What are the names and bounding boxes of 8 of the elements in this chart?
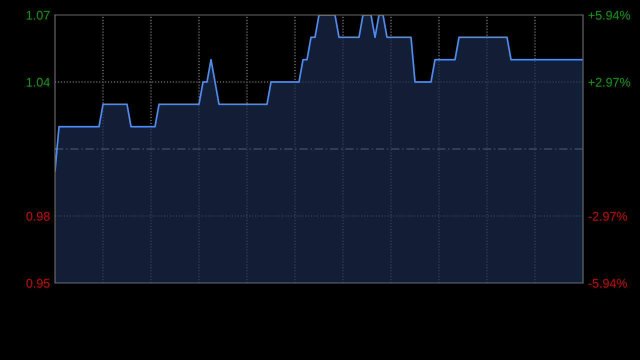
y2-tick-label: -2.97% xyxy=(588,212,628,221)
y2-tick-label: -5.94% xyxy=(588,278,628,288)
y2-tick-label: +2.97% xyxy=(588,78,630,87)
y-tick-label: 1.04 xyxy=(26,78,50,87)
y-tick-label: 0.98 xyxy=(26,212,50,221)
y-tick-label: 1.07 xyxy=(26,10,50,20)
y2-tick-label: +5.94% xyxy=(588,10,630,20)
y-tick-label: 0.95 xyxy=(26,278,50,288)
